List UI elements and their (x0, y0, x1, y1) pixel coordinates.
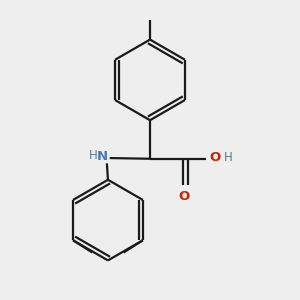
Text: N: N (96, 150, 107, 163)
Text: H: H (224, 151, 233, 164)
Text: H: H (88, 149, 97, 162)
Text: O: O (209, 151, 220, 164)
Text: O: O (179, 190, 190, 203)
